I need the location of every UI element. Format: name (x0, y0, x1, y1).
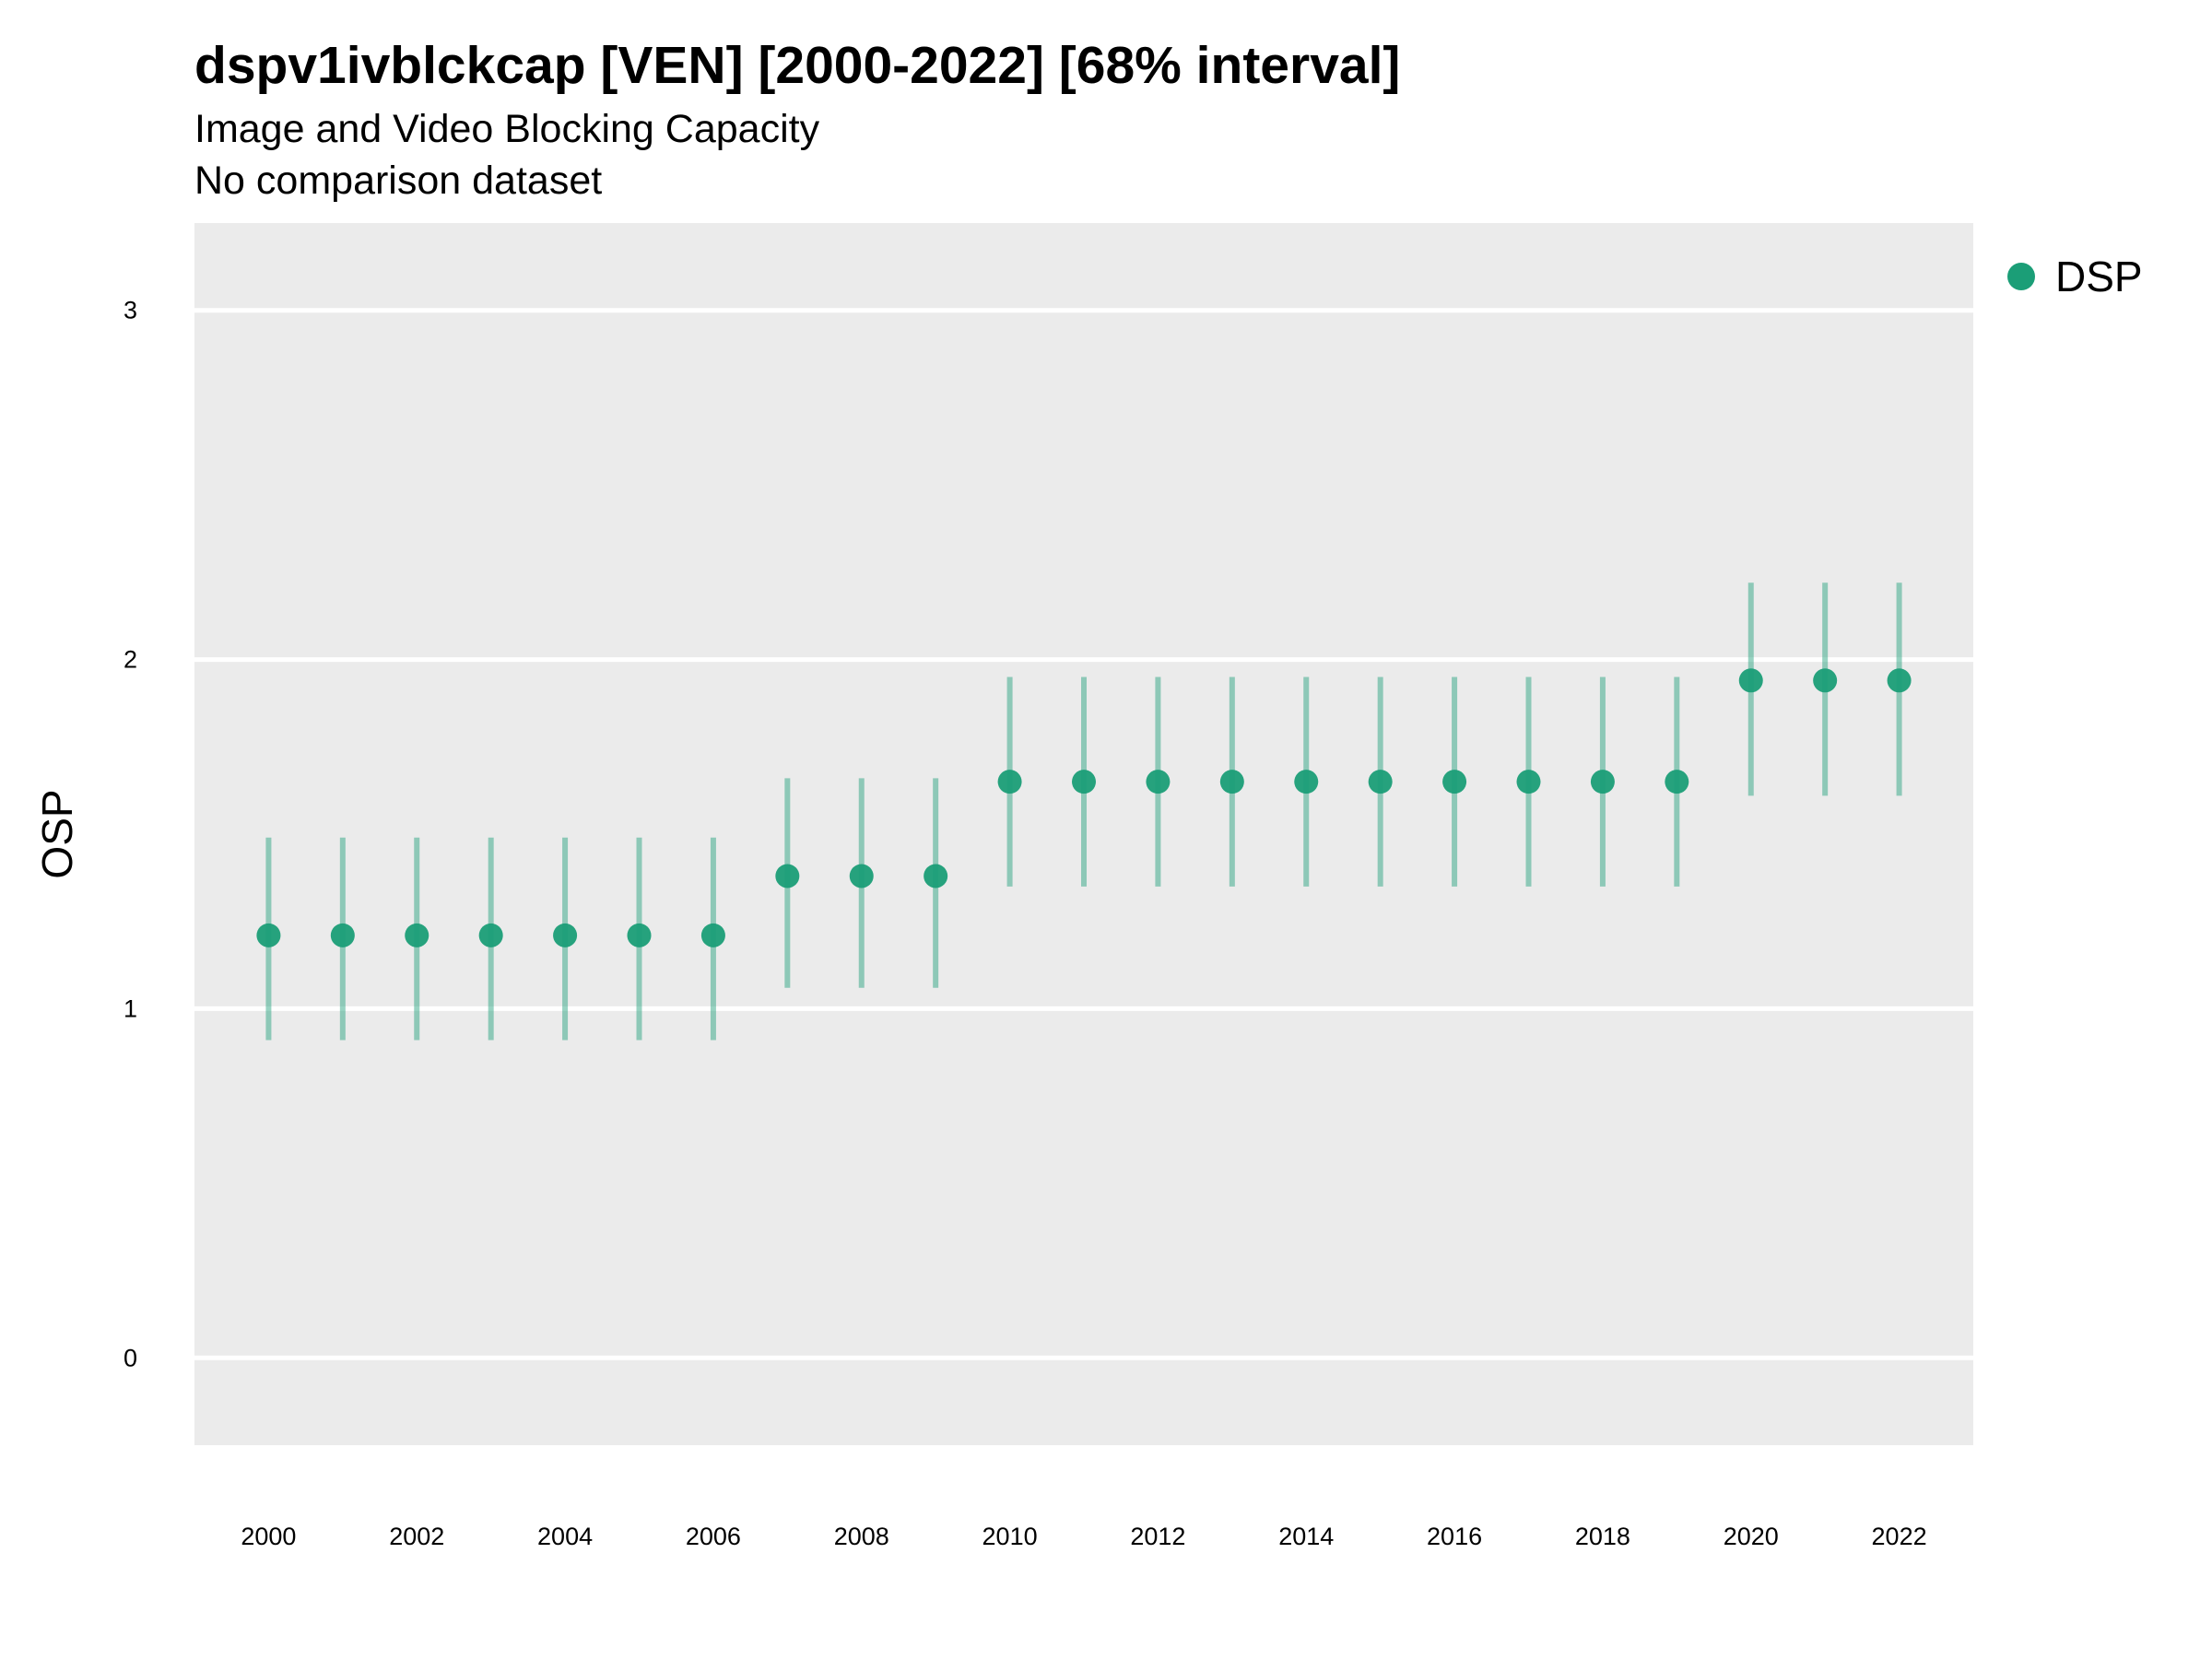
x-tick-label: 2014 (1278, 1523, 1334, 1550)
data-point (405, 923, 429, 947)
y-tick-label: 3 (124, 297, 137, 324)
legend: DSP (2007, 252, 2143, 301)
x-tick-label: 2020 (1724, 1523, 1779, 1550)
data-point (1516, 770, 1541, 794)
x-tick-label: 2004 (537, 1523, 593, 1550)
legend-key-dsp (2007, 263, 2035, 290)
data-point (775, 864, 800, 888)
data-point (553, 923, 578, 947)
y-tick-label: 2 (124, 646, 137, 674)
data-point (997, 770, 1022, 794)
data-point (1887, 668, 1912, 693)
data-point (1146, 770, 1171, 794)
x-tick-label: 2002 (389, 1523, 444, 1550)
data-point (1368, 770, 1393, 794)
x-tick-label: 2006 (686, 1523, 741, 1550)
data-point (1219, 770, 1244, 794)
data-point (330, 923, 355, 947)
x-tick-label: 2010 (982, 1523, 1038, 1550)
data-point (1590, 770, 1615, 794)
x-tick-label: 2018 (1575, 1523, 1630, 1550)
data-point (256, 923, 281, 947)
data-point (627, 923, 652, 947)
data-point (1665, 770, 1689, 794)
y-axis-label: OSP (33, 789, 81, 878)
data-point (1738, 668, 1763, 693)
x-tick-label: 2008 (834, 1523, 889, 1550)
legend-label-dsp: DSP (2055, 253, 2143, 300)
x-tick-label: 2022 (1872, 1523, 1927, 1550)
data-point (924, 864, 948, 888)
x-tick-label: 2012 (1130, 1523, 1185, 1550)
y-tick-label: 0 (124, 1344, 137, 1371)
chart-subtitle: Image and Video Blocking Capacity (194, 107, 820, 151)
data-point (1072, 770, 1096, 794)
x-tick-label: 2000 (241, 1523, 296, 1550)
data-point (1294, 770, 1319, 794)
comparison-note: No comparison dataset (194, 159, 603, 203)
data-point (478, 923, 503, 947)
x-tick-label: 2016 (1427, 1523, 1482, 1550)
chart-title: dspv1ivblckcap [VEN] [2000-2022] [68% in… (194, 36, 1401, 95)
y-tick-label: 1 (124, 994, 137, 1022)
data-point (1442, 770, 1467, 794)
data-point (849, 864, 874, 888)
data-point (1813, 668, 1838, 693)
plot-panel (194, 223, 1973, 1445)
data-point (700, 923, 725, 947)
